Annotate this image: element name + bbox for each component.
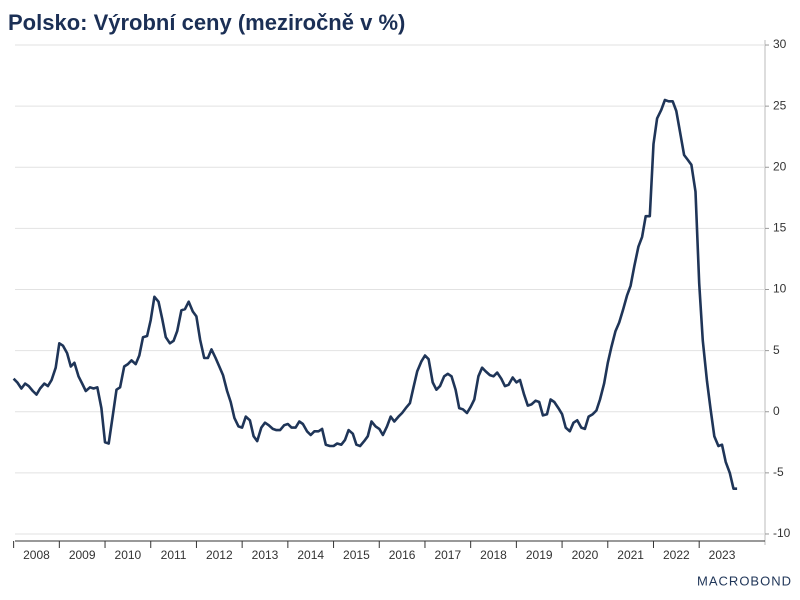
y-tick-label: 20 xyxy=(773,159,787,173)
y-tick-label: 0 xyxy=(773,404,780,418)
y-tick-label: -10 xyxy=(773,526,791,540)
y-tick-label: 30 xyxy=(773,37,787,51)
line-series xyxy=(12,98,738,490)
x-tick-label: 2014 xyxy=(297,548,324,562)
chart-title: Polsko: Výrobní ceny (meziročně v %) xyxy=(8,10,405,35)
y-tick-label: -5 xyxy=(773,465,784,479)
x-tick-label: 2016 xyxy=(389,548,416,562)
x-tick-label: 2009 xyxy=(69,548,96,562)
y-tick-label: 15 xyxy=(773,221,787,235)
x-tick-label: 2013 xyxy=(252,548,279,562)
x-tick-label: 2021 xyxy=(617,548,644,562)
brand-logo: MACROBOND xyxy=(697,573,792,588)
x-tick-label: 2020 xyxy=(572,548,599,562)
x-tick-label: 2023 xyxy=(709,548,736,562)
x-tick-label: 2010 xyxy=(115,548,142,562)
x-tick-label: 2019 xyxy=(526,548,553,562)
x-tick-label: 2008 xyxy=(23,548,50,562)
x-tick-label: 2011 xyxy=(161,548,187,562)
x-tick-label: 2022 xyxy=(663,548,690,562)
y-tick-label: 25 xyxy=(773,98,787,112)
x-tick-label: 2018 xyxy=(480,548,507,562)
y-tick-label: 5 xyxy=(773,343,780,357)
x-tick-label: 2012 xyxy=(206,548,233,562)
x-tick-label: 2017 xyxy=(434,548,461,562)
y-tick-label: 10 xyxy=(773,282,787,296)
x-tick-label: 2015 xyxy=(343,548,370,562)
